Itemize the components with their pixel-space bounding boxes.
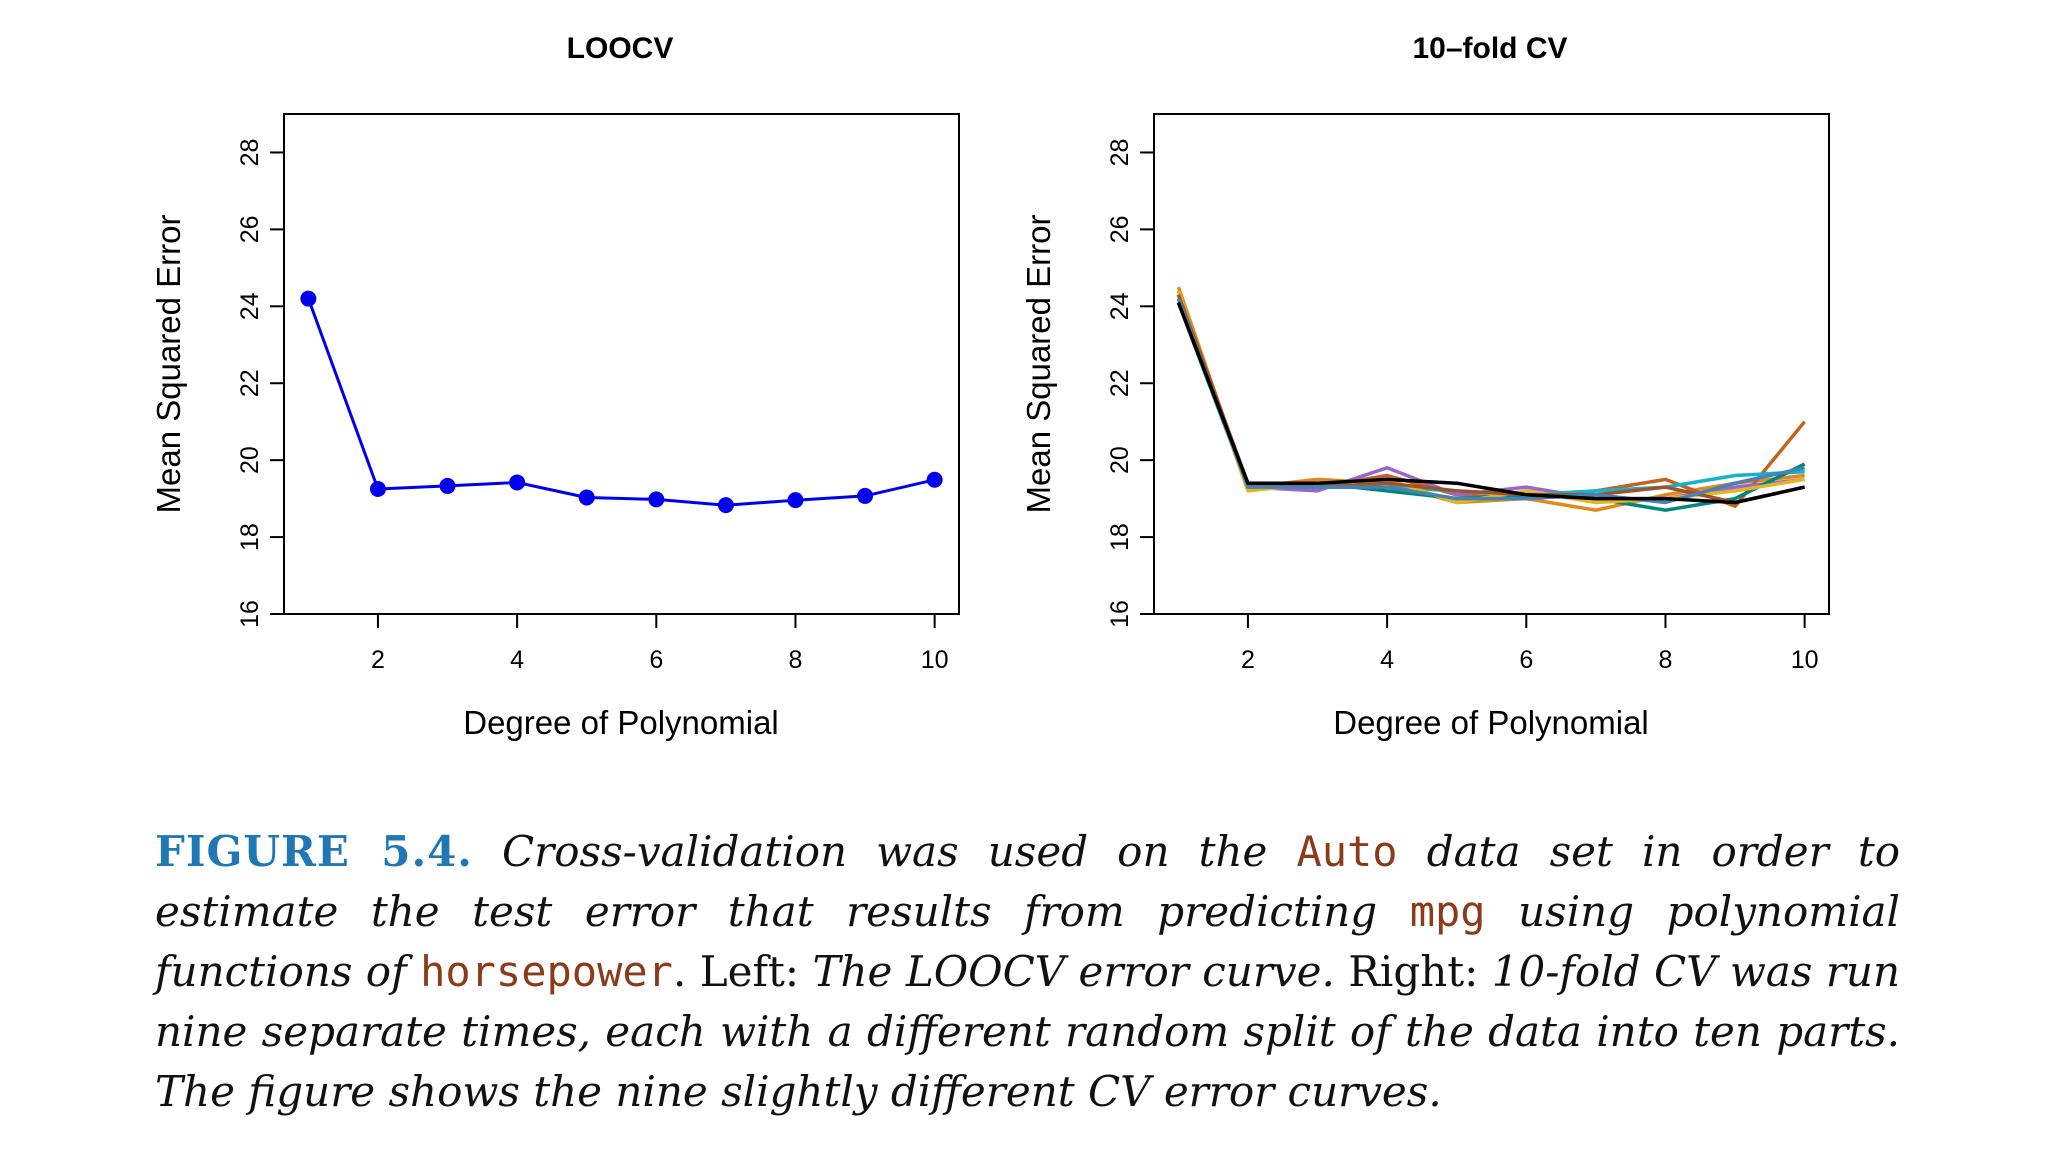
- y-tick-label: 18: [236, 523, 264, 551]
- y-tick-label: 18: [1106, 523, 1134, 551]
- right-label: Right:: [1348, 947, 1479, 996]
- data-point: [857, 487, 874, 504]
- chart-title: 10–fold CV: [1412, 32, 1567, 65]
- x-tick-label: 2: [371, 646, 385, 674]
- series-line-8: [1176, 297, 1805, 505]
- y-tick-label: 26: [1106, 215, 1134, 243]
- y-tick-label: 16: [236, 600, 264, 628]
- series-line-3: [1176, 294, 1805, 501]
- figure-caption: FIGURE 5.4. Cross-validation was used on…: [155, 822, 1900, 1122]
- series-line-1: [306, 298, 935, 507]
- figure-label: FIGURE 5.4.: [155, 827, 473, 876]
- series-line-6: [1176, 290, 1805, 505]
- x-tick-label: 6: [649, 646, 663, 674]
- series-line-9: [1176, 301, 1805, 505]
- data-point: [439, 477, 456, 494]
- series-line-2: [1176, 290, 1806, 509]
- data-point: [509, 474, 526, 491]
- x-tick-label: 8: [789, 646, 803, 674]
- x-tick-label: 10: [1791, 646, 1819, 674]
- series-group: [1176, 286, 1806, 512]
- code-mpg: mpg: [1409, 887, 1486, 936]
- series-line-4: [1176, 297, 1805, 497]
- data-point: [926, 471, 943, 488]
- plot-frame: [283, 113, 960, 615]
- caption-text: using polynomial functions of: [155, 887, 1900, 996]
- left-label: Left:: [699, 947, 800, 996]
- code-horsepower: horsepower: [420, 947, 673, 996]
- plot-frame: [1153, 113, 1830, 615]
- caption-text: .: [672, 947, 700, 996]
- y-axis-label: Mean Squared Error: [150, 214, 187, 513]
- y-tick-label: 26: [236, 215, 264, 243]
- x-tick-label: 2: [1241, 646, 1255, 674]
- y-tick-label: 28: [1106, 139, 1134, 167]
- series-line-7: [1176, 294, 1805, 505]
- y-tick-label: 22: [1106, 369, 1134, 397]
- y-axis-label: Mean Squared Error: [1020, 214, 1057, 513]
- x-tick-label: 8: [1659, 646, 1673, 674]
- y-tick-label: 28: [236, 139, 264, 167]
- x-tick-label: 6: [1519, 646, 1533, 674]
- y-tick-label: 22: [236, 369, 264, 397]
- chart-title: LOOCV: [567, 32, 674, 65]
- caption-text: data set in order to estimate the test e…: [155, 827, 1900, 936]
- data-point: [369, 481, 386, 497]
- data-point: [787, 492, 804, 509]
- y-tick-label: 24: [1106, 292, 1134, 320]
- y-tick-label: 20: [1106, 446, 1134, 474]
- x-tick-label: 10: [921, 646, 949, 674]
- x-axis-label: Degree of Polynomial: [463, 704, 779, 741]
- caption-text: 10-fold CV was run nine separate times, …: [155, 947, 1901, 1116]
- data-point: [300, 290, 317, 307]
- caption-text: The LOOCV error curve.: [799, 947, 1349, 996]
- x-tick-label: 4: [510, 646, 524, 674]
- x-tick-label: 4: [1380, 646, 1394, 674]
- data-point: [717, 497, 734, 514]
- caption-text: Cross-validation was used on the: [472, 827, 1297, 876]
- x-axis-label: Degree of Polynomial: [1333, 704, 1649, 741]
- y-tick-label: 24: [236, 292, 264, 320]
- y-tick-label: 16: [1106, 600, 1134, 628]
- data-point: [578, 489, 595, 506]
- y-tick-label: 20: [236, 446, 264, 474]
- series-line-1: [1176, 286, 1805, 512]
- code-auto: Auto: [1296, 827, 1398, 876]
- data-point: [648, 491, 665, 508]
- series-group: [300, 290, 943, 514]
